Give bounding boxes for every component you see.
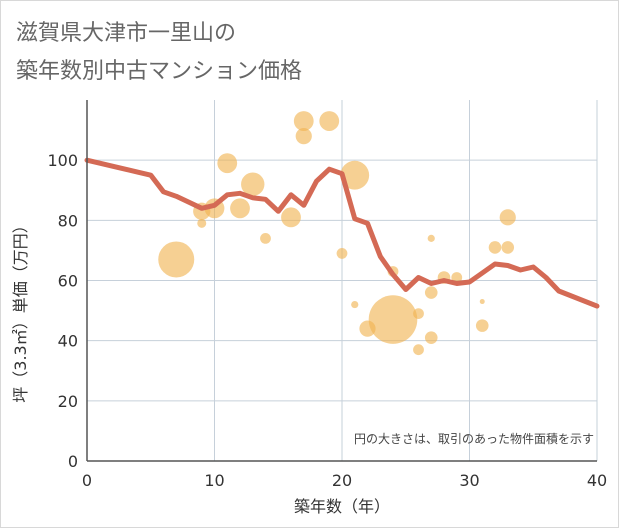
y-axis-title: 坪（3.3㎡）単価（万円） (11, 217, 30, 402)
bubble-point (424, 331, 438, 344)
bubbles (158, 111, 516, 356)
bubble-point (158, 241, 195, 278)
y-tick-label: 100 (47, 151, 78, 170)
bubble-point (479, 299, 485, 305)
trend-line (84, 157, 600, 309)
x-axis-title: 築年数（年） (294, 497, 390, 516)
y-tick-label: 60 (58, 272, 78, 291)
bubble-point (293, 111, 314, 131)
y-tick-label: 0 (68, 452, 78, 471)
bubble-point (197, 218, 207, 228)
bubble-point (230, 198, 250, 219)
trend-line-layer (84, 157, 600, 309)
bubble-point (413, 308, 424, 319)
bubble-point (241, 172, 265, 196)
grid (87, 100, 598, 461)
bubble-point (336, 248, 348, 259)
bubble-point (413, 344, 424, 356)
x-tick-label: 20 (332, 471, 352, 490)
bubble-point (340, 160, 370, 190)
chart-title-line-2: 築年数別中古マンション価格 (16, 59, 302, 84)
bubble-point (424, 286, 438, 299)
x-tick-label: 10 (204, 471, 224, 490)
y-tick-label: 20 (58, 392, 78, 411)
bubble-point (351, 300, 359, 309)
x-tick-label: 30 (459, 471, 479, 490)
bubble-point (217, 153, 238, 174)
bubble-point (427, 234, 435, 242)
bubble-point (368, 295, 418, 344)
axes: 0 10 20 30 40 0 20 40 60 80 100 (47, 100, 607, 490)
bubble-point (281, 207, 301, 228)
size-note: 円の大きさは、取引のあった物件面積を示す (354, 431, 594, 446)
x-tick-label: 40 (587, 471, 607, 490)
chart-title-line-1: 滋賀県大津市一里山の (16, 21, 236, 46)
y-tick-label: 80 (58, 211, 78, 230)
bubble-point (475, 319, 489, 332)
y-tick-label: 40 (58, 332, 78, 351)
bubble-point (499, 209, 516, 226)
x-tick-label: 0 (82, 471, 92, 490)
bubble-point (488, 241, 502, 254)
bubble-point (295, 128, 312, 145)
bubble-point (260, 232, 271, 244)
bubble-point (501, 241, 515, 254)
bubble-point (319, 111, 340, 131)
bubble-point (451, 272, 463, 283)
